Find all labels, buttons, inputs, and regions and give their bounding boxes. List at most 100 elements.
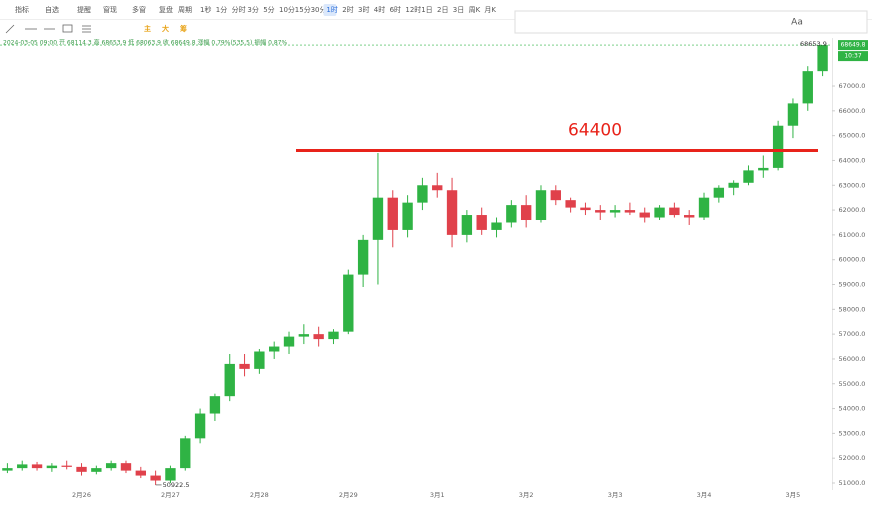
candle-body — [343, 274, 354, 332]
candle-body — [17, 464, 28, 469]
candle-body — [609, 210, 621, 213]
period-button[interactable]: 2时 — [342, 5, 353, 14]
candle-body — [135, 470, 146, 476]
y-tick-label: 61000.0 — [839, 231, 866, 239]
candle-body — [669, 207, 680, 216]
candle-body — [209, 396, 221, 414]
candle-body — [120, 463, 132, 471]
candle-body — [506, 205, 517, 223]
x-tick-label: 3月4 — [697, 491, 712, 499]
x-tick-label: 2月29 — [339, 491, 358, 499]
candle-body — [313, 334, 324, 340]
candle-body — [580, 207, 591, 211]
toolbar-button[interactable]: 提醒 — [77, 5, 91, 14]
period-button[interactable]: 1时 — [326, 5, 337, 14]
candle-body — [46, 465, 58, 469]
x-tick-label: 3月2 — [519, 491, 534, 499]
candle-body — [476, 215, 487, 230]
candle-body — [565, 200, 576, 208]
low-label: 50922.5 — [163, 481, 190, 489]
candle-body — [446, 190, 458, 235]
x-tick-label: 3月3 — [608, 491, 623, 499]
period-button[interactable]: 2日 — [437, 6, 448, 14]
candle-body — [461, 215, 473, 235]
period-button[interactable]: 月K — [484, 6, 496, 14]
candle-body — [105, 463, 117, 469]
candle-body — [713, 187, 725, 198]
y-tick-label: 52000.0 — [839, 454, 866, 462]
period-button[interactable]: 1秒 — [200, 5, 211, 14]
period-button[interactable]: 6时 — [390, 5, 401, 14]
last-price-label: 68649.8 — [841, 42, 866, 49]
y-tick-label: 57000.0 — [839, 330, 866, 338]
candle-body — [624, 210, 636, 213]
candle-body — [61, 465, 72, 467]
indicator-button[interactable]: 大 — [162, 24, 169, 33]
period-button[interactable]: 周K — [469, 6, 481, 14]
candle-body — [550, 190, 561, 201]
high-label: 68653.9 — [800, 40, 827, 48]
candle-body — [417, 185, 428, 203]
candle-body — [31, 464, 43, 469]
candle-body — [357, 239, 369, 275]
x-tick-label: 2月27 — [161, 491, 180, 499]
candle-body — [758, 167, 769, 171]
x-tick-label: 2月28 — [250, 491, 269, 499]
indicator-button[interactable]: 主 — [144, 24, 151, 33]
candle-body — [402, 202, 413, 230]
indicator-button[interactable]: 筹 — [180, 24, 187, 33]
drawing-popup[interactable] — [514, 10, 868, 34]
period-button[interactable]: 12时 — [405, 5, 421, 14]
y-tick-label: 60000.0 — [839, 256, 866, 264]
y-tick-label: 58000.0 — [839, 305, 866, 313]
period-button[interactable]: 3分 — [247, 5, 258, 14]
y-tick-label: 54000.0 — [839, 405, 866, 413]
y-tick-label: 66000.0 — [839, 107, 866, 115]
y-tick-label: 62000.0 — [839, 206, 866, 214]
toolbar-button[interactable]: 周期 — [178, 6, 192, 14]
countdown: 10:37 — [844, 53, 861, 60]
candle-body — [2, 468, 13, 471]
candle-body — [165, 468, 176, 481]
candle-body — [535, 190, 547, 221]
candle-body — [595, 210, 606, 213]
y-tick-label: 67000.0 — [839, 82, 866, 90]
y-tick-label: 63000.0 — [839, 181, 866, 189]
candle-body — [802, 71, 813, 104]
x-tick-label: 2月26 — [72, 491, 91, 499]
popup-text[interactable]: Aa — [791, 18, 803, 28]
period-button[interactable]: 3日 — [453, 6, 464, 14]
period-button[interactable]: 分时 — [232, 5, 246, 14]
y-tick-label: 51000.0 — [839, 479, 866, 487]
ohlc-header: 2024-03-05 09:00 开 68114.3 高 68653.9 低 6… — [3, 39, 287, 47]
candle-body — [639, 212, 650, 218]
candle-body — [743, 170, 754, 183]
toolbar-button[interactable]: 复盘 — [159, 5, 173, 14]
candle-body — [224, 363, 235, 397]
level-label[interactable]: 64400 — [568, 121, 622, 141]
period-button[interactable]: 10分 — [279, 5, 295, 14]
candle-body — [91, 468, 102, 472]
period-button[interactable]: 3时 — [358, 5, 369, 14]
period-button[interactable]: 15分 — [295, 5, 311, 14]
period-button[interactable]: 4时 — [374, 5, 385, 14]
active-period-bg — [323, 4, 337, 16]
period-button[interactable]: 5分 — [263, 5, 274, 14]
toolbar-button[interactable]: 多窗 — [132, 5, 146, 14]
toolbar-button[interactable]: 指标 — [15, 5, 29, 14]
candle-body — [298, 334, 310, 337]
candle-body — [491, 222, 502, 230]
toolbar-button[interactable]: 自选 — [45, 5, 59, 14]
drawing-tools[interactable] — [5, 24, 91, 34]
candle-body — [180, 438, 191, 469]
toolbar-button[interactable]: 窗现 — [103, 5, 117, 14]
candle-body — [328, 331, 339, 340]
y-tick-label: 56000.0 — [839, 355, 866, 363]
period-button[interactable]: 1分 — [216, 5, 227, 14]
candle-body — [254, 351, 265, 369]
period-button[interactable]: 30分 — [311, 5, 327, 14]
candle-body — [432, 185, 443, 191]
period-button[interactable]: 1日 — [421, 6, 432, 14]
